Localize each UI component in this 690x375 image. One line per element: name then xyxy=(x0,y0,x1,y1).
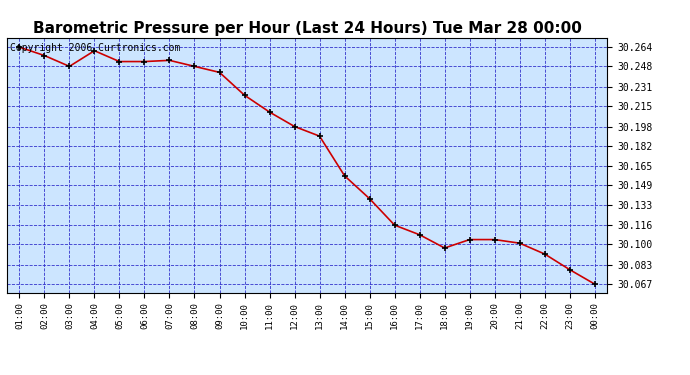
Title: Barometric Pressure per Hour (Last 24 Hours) Tue Mar 28 00:00: Barometric Pressure per Hour (Last 24 Ho… xyxy=(32,21,582,36)
Text: Copyright 2006 Curtronics.com: Copyright 2006 Curtronics.com xyxy=(10,43,180,52)
